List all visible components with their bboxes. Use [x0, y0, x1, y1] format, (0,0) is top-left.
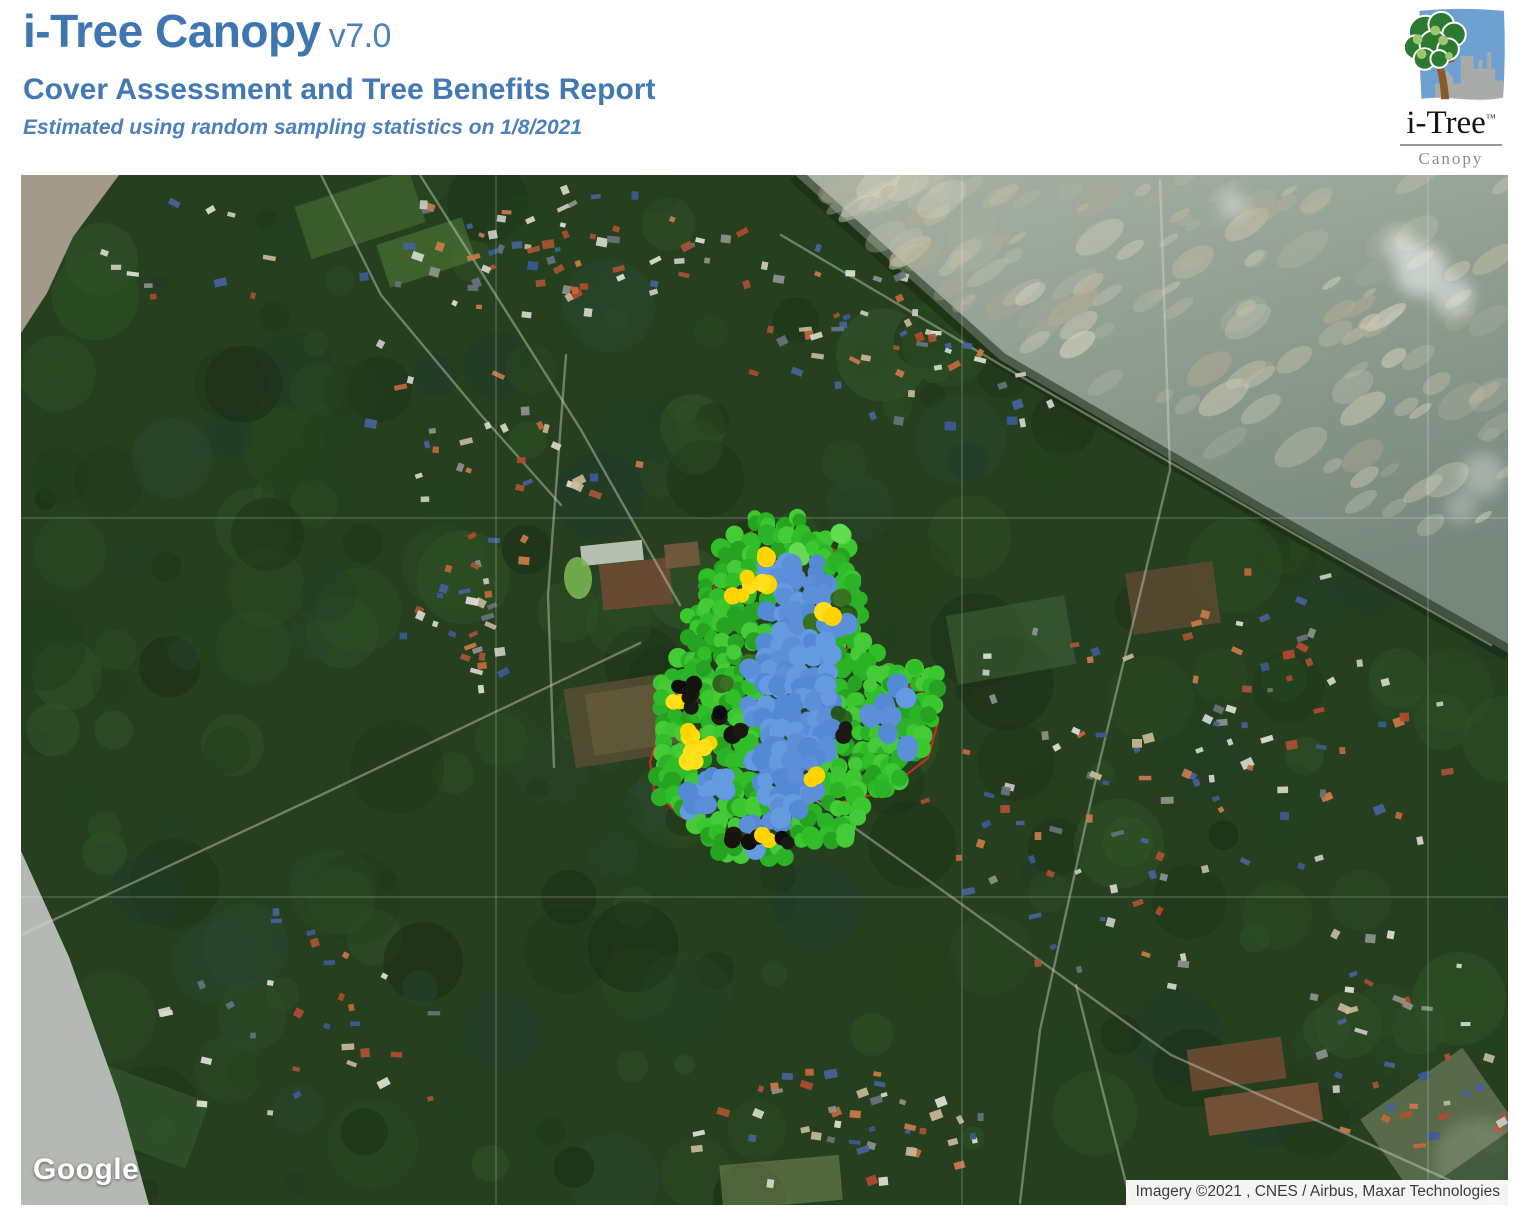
product-name: Canopy: [1418, 149, 1484, 168]
map-attribution: Imagery ©2021 , CNES / Airbus, Maxar Tec…: [1125, 1180, 1508, 1205]
trademark-symbol: ™: [1485, 113, 1496, 124]
map-canvas: [21, 175, 1508, 1205]
tree-city-icon: [1402, 8, 1505, 109]
report-tagline: Estimated using random sampling statisti…: [23, 116, 583, 139]
app-title: i-Tree Canopy: [23, 5, 321, 57]
satellite-map[interactable]: Google Imagery ©2021 , CNES / Airbus, Ma…: [21, 175, 1508, 1205]
page-title: i-Tree Canopy v7.0: [23, 4, 655, 58]
map-artwork: [21, 175, 1508, 1205]
google-watermark: Google: [33, 1153, 140, 1186]
itree-logo: i-Tree™ Canopy: [1390, 5, 1512, 169]
report-subtitle: Cover Assessment and Tree Benefits Repor…: [23, 73, 656, 106]
report-header: i-Tree Canopy v7.0 Cover Assessment and T…: [23, 4, 655, 140]
brand-name: i-Tree™: [1406, 105, 1496, 141]
app-version: v7.0: [328, 17, 392, 55]
brand-rule: [1400, 144, 1502, 146]
